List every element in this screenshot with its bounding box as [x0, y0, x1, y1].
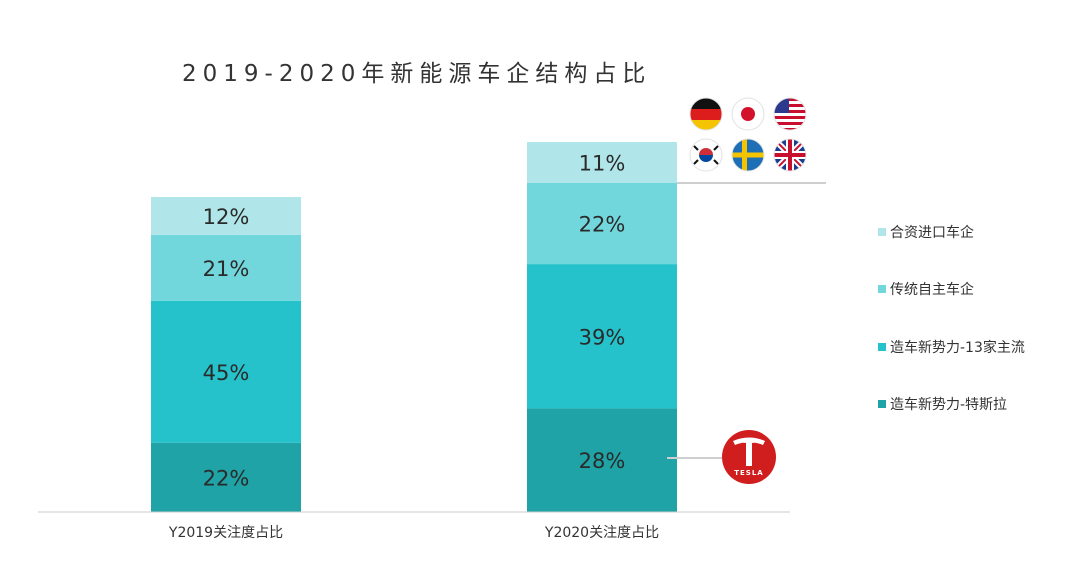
- legend-label: 造车新势力-特斯拉: [890, 396, 1007, 413]
- legend-swatch: [878, 343, 886, 351]
- legend-swatch: [878, 228, 886, 236]
- bar-segment: [151, 442, 301, 512]
- bar-segment: [151, 234, 301, 301]
- bar-segment: [151, 300, 301, 443]
- bar-segment: [151, 197, 301, 235]
- japan-flag-icon: [731, 97, 765, 131]
- data-label: 28%: [579, 449, 626, 473]
- chart-title: 2019-2020年新能源车企结构占比: [182, 61, 651, 87]
- data-label: 22%: [203, 466, 250, 490]
- korea-flag-icon: [689, 138, 723, 172]
- tesla-logo-text: TESLA: [734, 469, 763, 477]
- legend-label: 传统自主车企: [890, 281, 974, 298]
- bar-segment: [527, 264, 677, 409]
- legend-swatch: [878, 400, 886, 408]
- data-label: 22%: [579, 212, 626, 236]
- flags-group: [677, 97, 826, 184]
- sweden-flag-icon: [731, 138, 765, 172]
- bar-segment: [527, 408, 677, 512]
- uk-flag-icon: [773, 138, 807, 172]
- data-label: 39%: [579, 325, 626, 349]
- data-label: 12%: [203, 205, 250, 229]
- bar-segment: [527, 142, 677, 183]
- category-label: Y2020关注度占比: [544, 525, 659, 541]
- data-label: 11%: [579, 151, 626, 175]
- legend-label: 合资进口车企: [890, 224, 974, 241]
- legend-label: 造车新势力-13家主流: [890, 339, 1025, 356]
- category-labels: Y2019关注度占比 Y2020关注度占比: [168, 525, 659, 541]
- germany-flag-icon: [689, 97, 723, 131]
- usa-flag-icon: [773, 97, 807, 131]
- bar-segment: [527, 182, 677, 265]
- data-label: 21%: [203, 257, 250, 281]
- tesla-logo: TESLA: [667, 430, 776, 484]
- data-label: 45%: [203, 361, 250, 385]
- tesla-t-icon: [733, 437, 765, 466]
- bars-group: 22% 45% 21% 12% 28% 39% 22% 11%: [151, 142, 677, 512]
- legend-swatch: [878, 285, 886, 293]
- category-label: Y2019关注度占比: [168, 525, 283, 541]
